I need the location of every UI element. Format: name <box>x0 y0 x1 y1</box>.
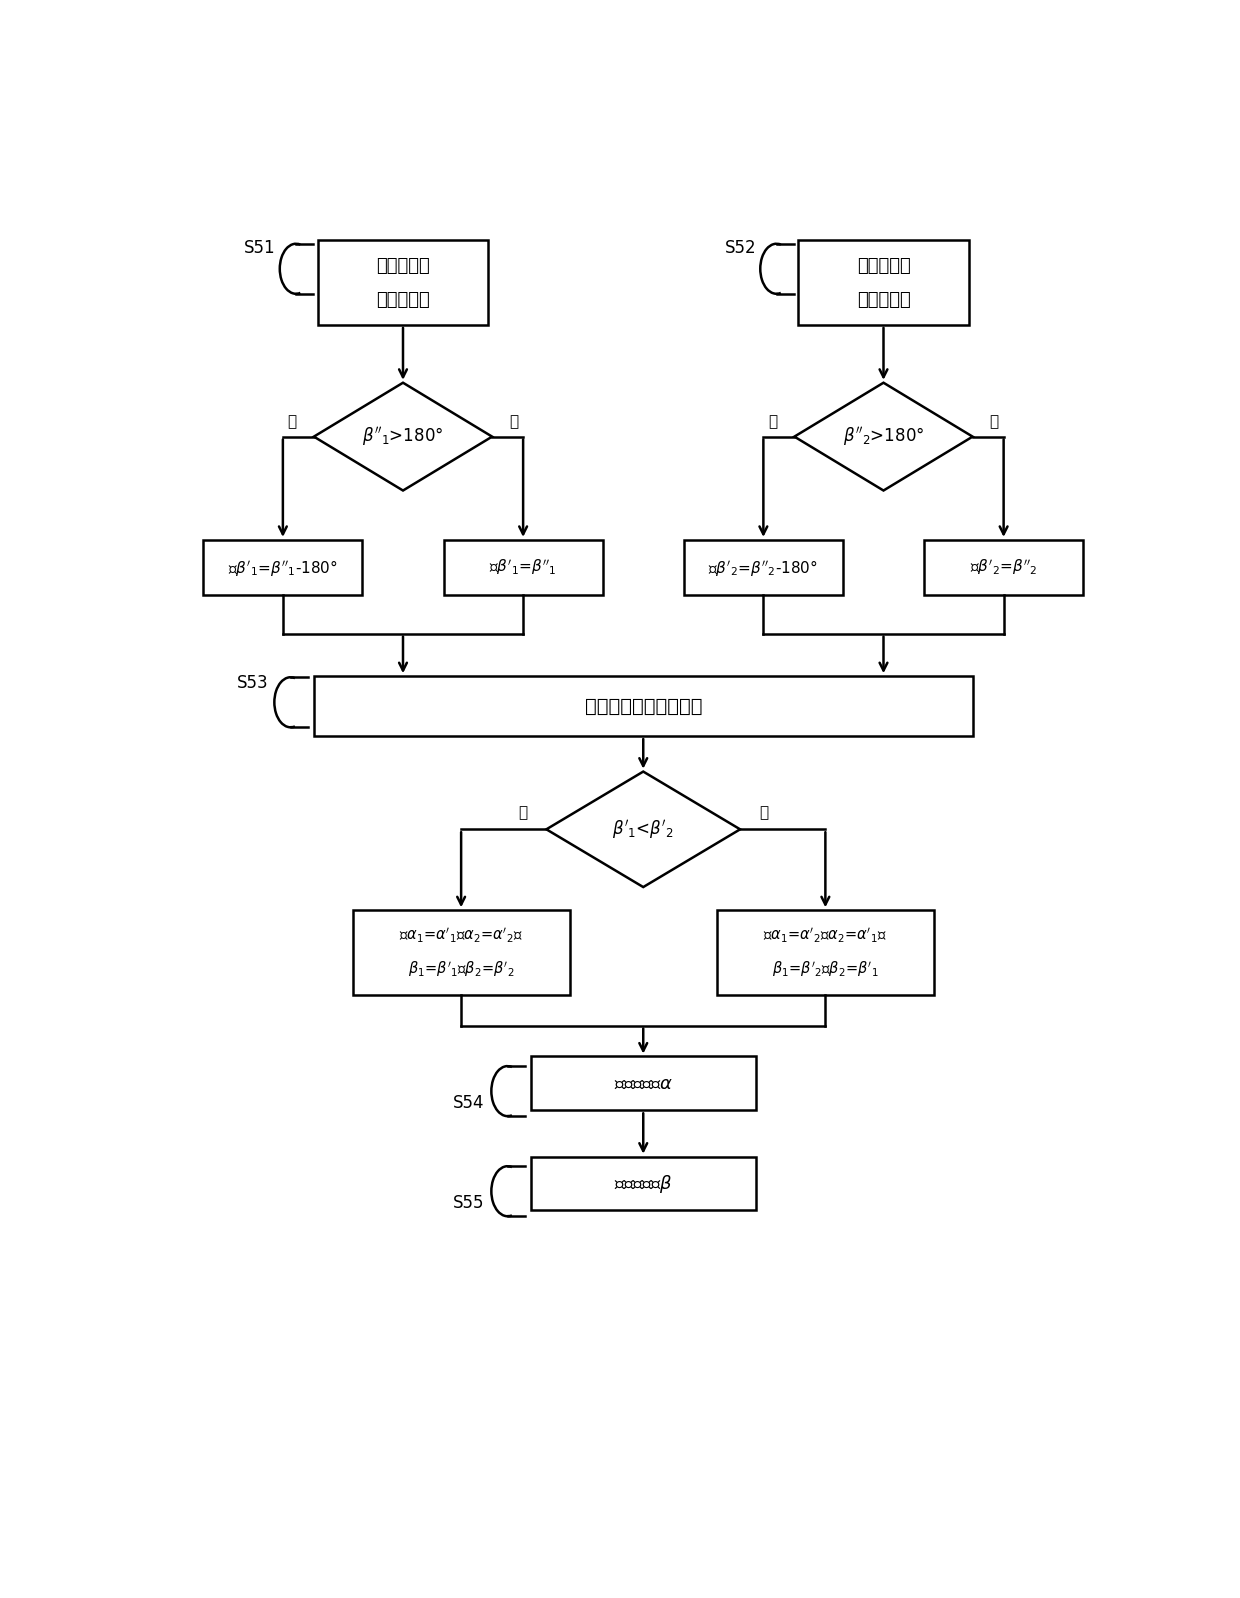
Text: 令$\beta'_2$=$\beta''_2$-180°: 令$\beta'_2$=$\beta''_2$-180° <box>708 558 818 577</box>
Polygon shape <box>314 382 492 491</box>
Text: S52: S52 <box>724 240 756 257</box>
Text: 所述处理器: 所述处理器 <box>376 257 430 275</box>
Bar <box>352 911 569 996</box>
Text: 令$\beta'_1$=$\beta''_1$: 令$\beta'_1$=$\beta''_1$ <box>490 558 557 577</box>
Text: 令$\beta'_1$=$\beta''_1$-180°: 令$\beta'_1$=$\beta''_1$-180° <box>228 558 337 577</box>
Text: 令$\alpha_1$=$\alpha'_2$，$\alpha_2$=$\alpha'_1$，: 令$\alpha_1$=$\alpha'_2$，$\alpha_2$=$\alp… <box>764 925 888 946</box>
Text: 令$\beta'_2$=$\beta''_2$: 令$\beta'_2$=$\beta''_2$ <box>970 558 1038 577</box>
Text: 所述处理器第三次判断: 所述处理器第三次判断 <box>584 697 702 716</box>
Text: S54: S54 <box>454 1093 485 1112</box>
Bar <box>717 911 934 996</box>
Bar <box>314 676 972 737</box>
Text: S55: S55 <box>454 1194 485 1211</box>
Text: 令$\alpha_1$=$\alpha'_1$，$\alpha_2$=$\alpha'_2$，: 令$\alpha_1$=$\alpha'_1$，$\alpha_2$=$\alp… <box>399 925 523 946</box>
Text: $\beta_1$=$\beta'_1$，$\beta_2$=$\beta'_2$: $\beta_1$=$\beta'_1$，$\beta_2$=$\beta'_2… <box>408 960 515 980</box>
Text: 假: 假 <box>759 805 769 820</box>
Text: S51: S51 <box>244 240 275 257</box>
Text: 真: 真 <box>769 414 777 428</box>
Text: $\beta''_1$>180°: $\beta''_1$>180° <box>362 425 444 447</box>
Polygon shape <box>547 772 740 887</box>
Text: $\beta''_2$>180°: $\beta''_2$>180° <box>843 425 924 447</box>
Bar <box>924 540 1083 594</box>
Bar <box>317 240 489 324</box>
Text: 计算真倾角$\alpha$: 计算真倾角$\alpha$ <box>614 1074 673 1093</box>
Text: 第二次判断: 第二次判断 <box>857 291 910 308</box>
Text: 真: 真 <box>288 414 296 428</box>
Bar <box>203 540 362 594</box>
Bar <box>531 1157 755 1210</box>
Text: 第一次判断: 第一次判断 <box>376 291 430 308</box>
Text: 真: 真 <box>518 805 527 820</box>
Text: 计算真走向$\beta$: 计算真走向$\beta$ <box>614 1173 672 1195</box>
Text: 假: 假 <box>510 414 518 428</box>
Text: $\beta_1$=$\beta'_2$，$\beta_2$=$\beta'_1$: $\beta_1$=$\beta'_2$，$\beta_2$=$\beta'_1… <box>773 960 879 980</box>
Text: $\beta'_1$<$\beta'_2$: $\beta'_1$<$\beta'_2$ <box>613 818 675 841</box>
Text: 假: 假 <box>990 414 998 428</box>
Bar <box>799 240 968 324</box>
Polygon shape <box>795 382 972 491</box>
Text: 所述处理器: 所述处理器 <box>857 257 910 275</box>
Bar <box>444 540 603 594</box>
Bar <box>531 1056 755 1111</box>
Text: S53: S53 <box>237 674 268 692</box>
Bar <box>684 540 843 594</box>
